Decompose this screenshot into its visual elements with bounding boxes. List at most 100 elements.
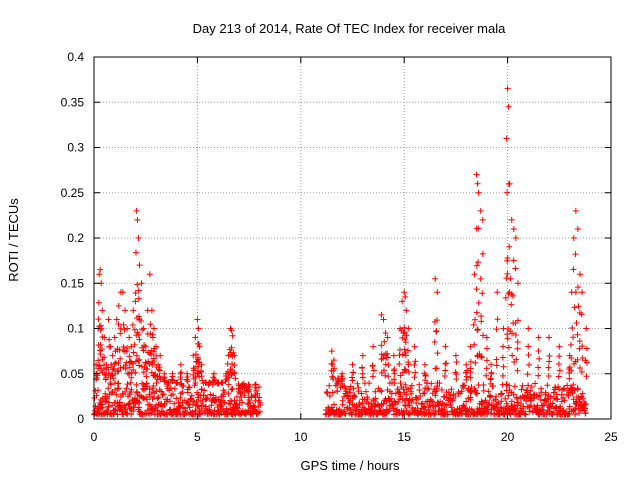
data-point	[350, 393, 357, 400]
data-point	[565, 411, 572, 418]
data-point	[140, 369, 147, 376]
y-tick-label: 0.15	[61, 276, 85, 290]
data-point	[146, 361, 153, 368]
data-point	[184, 370, 191, 377]
data-point	[369, 373, 376, 380]
data-point	[473, 286, 480, 293]
y-tick-labels: 0 0.05 0.1 0.15 0.2 0.25 0.3 0.35 0.4	[61, 50, 85, 426]
data-point	[127, 379, 134, 386]
data-point	[561, 397, 568, 404]
data-point	[371, 398, 378, 405]
data-point	[324, 388, 331, 395]
data-point	[194, 316, 201, 323]
data-point	[503, 135, 510, 142]
data-point	[404, 347, 411, 354]
data-point	[531, 395, 538, 402]
data-point	[97, 351, 104, 358]
data-point	[108, 390, 115, 397]
data-point	[114, 380, 121, 387]
data-point	[514, 317, 521, 324]
data-point	[193, 351, 200, 358]
data-point	[513, 356, 520, 363]
data-point	[504, 270, 511, 277]
data-point	[581, 407, 588, 414]
data-point	[231, 362, 238, 369]
data-point	[463, 373, 470, 380]
data-point	[117, 355, 124, 362]
data-point	[198, 368, 205, 375]
data-point	[105, 370, 112, 377]
data-point	[396, 346, 403, 353]
data-point	[408, 382, 415, 389]
data-point	[480, 332, 487, 339]
data-point	[157, 352, 164, 359]
data-point	[553, 395, 560, 402]
data-point	[420, 403, 427, 410]
data-point	[353, 402, 360, 409]
data-point	[390, 352, 397, 359]
data-point	[228, 367, 235, 374]
data-point	[425, 385, 432, 392]
data-point	[331, 365, 338, 372]
data-point	[97, 266, 104, 273]
data-point	[132, 249, 139, 256]
data-point	[399, 351, 406, 358]
data-point	[489, 382, 496, 389]
data-point	[178, 369, 185, 376]
data-point	[442, 360, 449, 367]
data-point	[369, 362, 376, 369]
data-point	[433, 385, 440, 392]
data-point	[535, 334, 542, 341]
data-point	[411, 343, 418, 350]
data-point	[556, 343, 563, 350]
data-point	[326, 392, 333, 399]
data-point	[106, 336, 113, 343]
data-point	[570, 334, 577, 341]
y-tick-label: 0.1	[67, 322, 84, 336]
data-point	[349, 361, 356, 368]
data-point	[141, 386, 148, 393]
data-point	[251, 391, 258, 398]
data-point	[386, 407, 393, 414]
data-point	[105, 403, 112, 410]
data-point	[349, 377, 356, 384]
data-point	[228, 386, 235, 393]
data-point	[493, 356, 500, 363]
data-point	[135, 357, 142, 364]
data-point	[355, 384, 362, 391]
data-point	[421, 370, 428, 377]
data-point	[576, 338, 583, 345]
data-point	[136, 336, 143, 343]
data-point	[514, 280, 521, 287]
data-point	[583, 373, 590, 380]
data-point	[111, 360, 118, 367]
data-point	[196, 343, 203, 350]
data-point	[356, 401, 363, 408]
data-point	[136, 356, 143, 363]
data-point	[121, 326, 128, 333]
data-point	[571, 304, 578, 311]
data-point	[434, 289, 441, 296]
data-point	[520, 405, 527, 412]
data-point	[121, 406, 128, 413]
data-point	[399, 298, 406, 305]
data-point	[188, 392, 195, 399]
data-point	[126, 353, 133, 360]
data-point	[132, 369, 139, 376]
data-point	[498, 390, 505, 397]
data-point	[380, 367, 387, 374]
data-point	[384, 354, 391, 361]
data-point	[431, 338, 438, 345]
data-point	[380, 400, 387, 407]
data-point	[337, 384, 344, 391]
data-point	[94, 387, 101, 394]
data-point	[503, 400, 510, 407]
data-point	[144, 366, 151, 373]
data-point	[483, 372, 490, 379]
data-point	[574, 356, 581, 363]
data-point	[111, 379, 118, 386]
data-point	[572, 406, 579, 413]
data-point	[255, 384, 262, 391]
data-point	[504, 189, 511, 196]
data-point	[120, 343, 127, 350]
